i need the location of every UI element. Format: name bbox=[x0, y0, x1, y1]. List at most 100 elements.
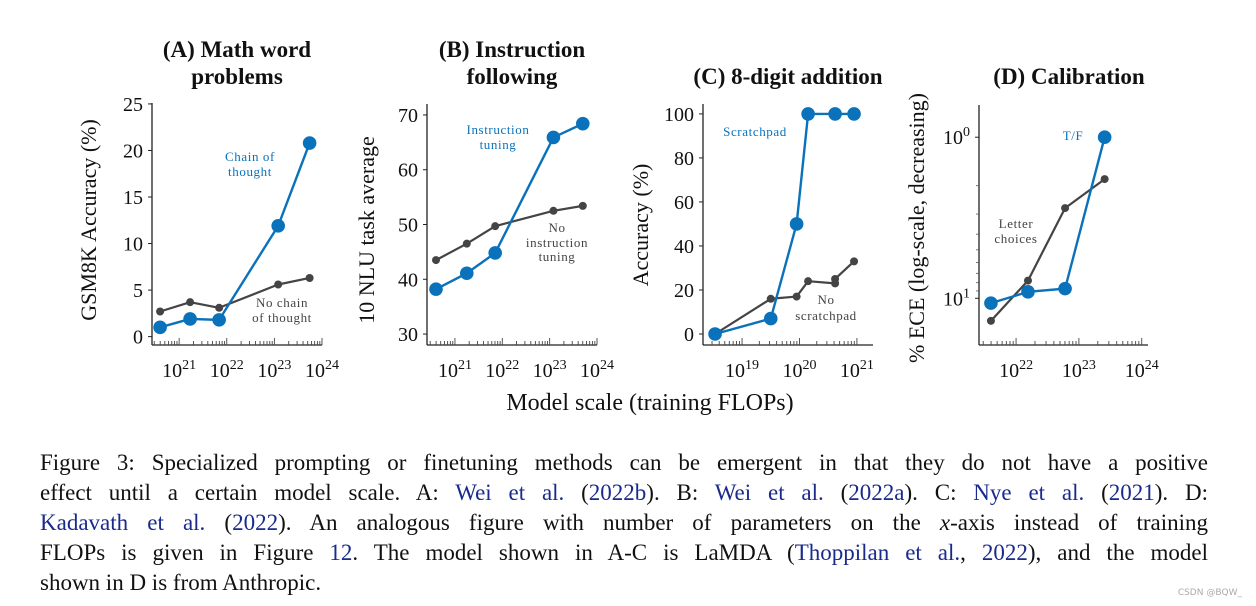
data-point bbox=[488, 246, 502, 260]
series-label: T/F bbox=[1063, 128, 1084, 143]
caption-line: Kadavath et al. (2022). An analogous fig… bbox=[40, 508, 1208, 538]
citation-link[interactable]: Thoppilan et al. bbox=[794, 540, 961, 565]
series-label: Instruction bbox=[467, 122, 530, 137]
series-label: tuning bbox=[539, 249, 576, 264]
chart-panel-c: (C) 8-digit addition Accuracy (%) 0 20 40 60 8… bbox=[628, 64, 883, 382]
y-tick-label: 100 bbox=[943, 125, 970, 149]
data-point bbox=[183, 312, 197, 326]
data-point bbox=[828, 107, 842, 121]
y-tick-label: 100 bbox=[664, 104, 694, 126]
caption-line: shown in D is from Anthropic. bbox=[40, 568, 1208, 598]
data-point bbox=[459, 266, 474, 281]
x-tick-label: 1023 bbox=[257, 358, 291, 382]
data-point bbox=[1097, 130, 1112, 145]
citation-link[interactable]: 12 bbox=[329, 540, 353, 565]
series-label: Chain of bbox=[225, 149, 275, 164]
x-tick-exponent: 21 bbox=[458, 358, 472, 373]
caption-text: ). D: bbox=[1154, 480, 1208, 505]
caption-text: ). B: bbox=[646, 480, 715, 505]
caption-text: Figure 3: Specialized prompting or finet… bbox=[40, 450, 1208, 475]
y-tick-label: 80 bbox=[674, 148, 694, 170]
data-point bbox=[271, 219, 285, 233]
x-tick-label: 1023 bbox=[533, 358, 567, 382]
caption-text: , bbox=[960, 540, 982, 565]
y-tick-label: 10 bbox=[123, 234, 143, 256]
caption-line: effect until a certain model scale. A: W… bbox=[40, 478, 1208, 508]
caption-text: x bbox=[939, 510, 951, 535]
citation-link[interactable]: 2022 bbox=[232, 510, 279, 535]
caption-text: effect until a certain model scale. A: bbox=[40, 480, 456, 505]
chart-title: (C) 8-digit addition bbox=[693, 64, 882, 89]
x-tick-exponent: 24 bbox=[325, 358, 339, 373]
x-tick-label: 1022 bbox=[210, 358, 244, 382]
y-tick-label: 0 bbox=[684, 324, 694, 346]
data-point bbox=[763, 311, 778, 326]
caption-line: FLOPs is given in Figure 12. The model s… bbox=[40, 538, 1208, 568]
caption-text: ). An analogous figure with number of pa… bbox=[278, 510, 940, 535]
data-point bbox=[1061, 204, 1070, 213]
data-point bbox=[153, 320, 167, 335]
citation-link[interactable]: Kadavath et al. bbox=[40, 510, 206, 535]
y-tick-exponent: 1 bbox=[963, 286, 970, 301]
chart-title: (A) Math word bbox=[163, 37, 311, 62]
series-label: Scratchpad bbox=[723, 124, 787, 139]
data-point bbox=[766, 294, 775, 303]
x-tick-label: 1023 bbox=[1062, 358, 1096, 382]
series-line bbox=[990, 136, 1106, 305]
data-point bbox=[546, 130, 561, 145]
y-tick-label: 40 bbox=[674, 236, 694, 258]
x-tick-label: 1024 bbox=[580, 358, 614, 382]
caption-text: ), and the model bbox=[1027, 540, 1208, 565]
x-tick-label: 1019 bbox=[725, 358, 759, 382]
watermark: CSDN @BQW_ bbox=[1177, 588, 1242, 598]
series-label: tuning bbox=[480, 137, 517, 152]
y-tick-exponent: 0 bbox=[963, 125, 970, 140]
y-tick-label: 50 bbox=[398, 215, 418, 237]
series-label: thought bbox=[228, 164, 272, 179]
series-label: No bbox=[817, 292, 834, 307]
series-label: No chain bbox=[256, 295, 308, 310]
x-tick-exponent: 23 bbox=[553, 358, 567, 373]
series-label: instruction bbox=[526, 235, 588, 250]
data-point bbox=[986, 316, 995, 325]
citation-link[interactable]: 2022b bbox=[588, 480, 647, 505]
citation-link[interactable]: 2021 bbox=[1108, 480, 1155, 505]
x-tick-exponent: 22 bbox=[505, 358, 519, 373]
citation-link[interactable]: Wei et al. bbox=[714, 480, 824, 505]
x-tick-exponent: 21 bbox=[860, 358, 874, 373]
x-tick-exponent: 21 bbox=[182, 358, 196, 373]
caption-line: Figure 3: Specialized prompting or finet… bbox=[40, 448, 1208, 478]
caption-text: ( bbox=[823, 480, 849, 505]
caption-text: shown in D is from Anthropic. bbox=[40, 570, 322, 595]
shared-x-axis-label: Model scale (training FLOPs) bbox=[506, 390, 793, 416]
caption-text: ( bbox=[564, 480, 589, 505]
citation-link[interactable]: Nye et al. bbox=[973, 480, 1085, 505]
data-point bbox=[801, 107, 815, 121]
caption-text: ( bbox=[205, 510, 233, 535]
y-axis-label: 10 NLU task average bbox=[354, 136, 379, 324]
citation-link[interactable]: 2022 bbox=[981, 540, 1028, 565]
x-tick-label: 1024 bbox=[305, 358, 339, 382]
data-point bbox=[429, 282, 443, 296]
citation-link[interactable]: Wei et al. bbox=[455, 480, 565, 505]
data-point bbox=[1021, 285, 1035, 299]
chart-panel-d: (D) Calibration % ECE (log-scale, decreas… bbox=[904, 64, 1159, 382]
data-point bbox=[274, 280, 283, 289]
y-tick-label: 5 bbox=[133, 280, 143, 302]
citation-link[interactable]: 2022a bbox=[848, 480, 905, 505]
data-point bbox=[575, 116, 590, 131]
x-tick-exponent: 22 bbox=[1019, 358, 1033, 373]
data-point bbox=[431, 256, 440, 265]
series-label: of thought bbox=[252, 310, 312, 325]
y-tick-label: 40 bbox=[398, 269, 418, 291]
y-tick-label: 20 bbox=[123, 140, 143, 162]
y-tick-label: 60 bbox=[674, 192, 694, 214]
y-tick-label: 70 bbox=[398, 105, 418, 127]
y-axis-label: GSM8K Accuracy (%) bbox=[76, 119, 101, 321]
caption-text: . The model shown in A-C is LaMDA ( bbox=[352, 540, 795, 565]
